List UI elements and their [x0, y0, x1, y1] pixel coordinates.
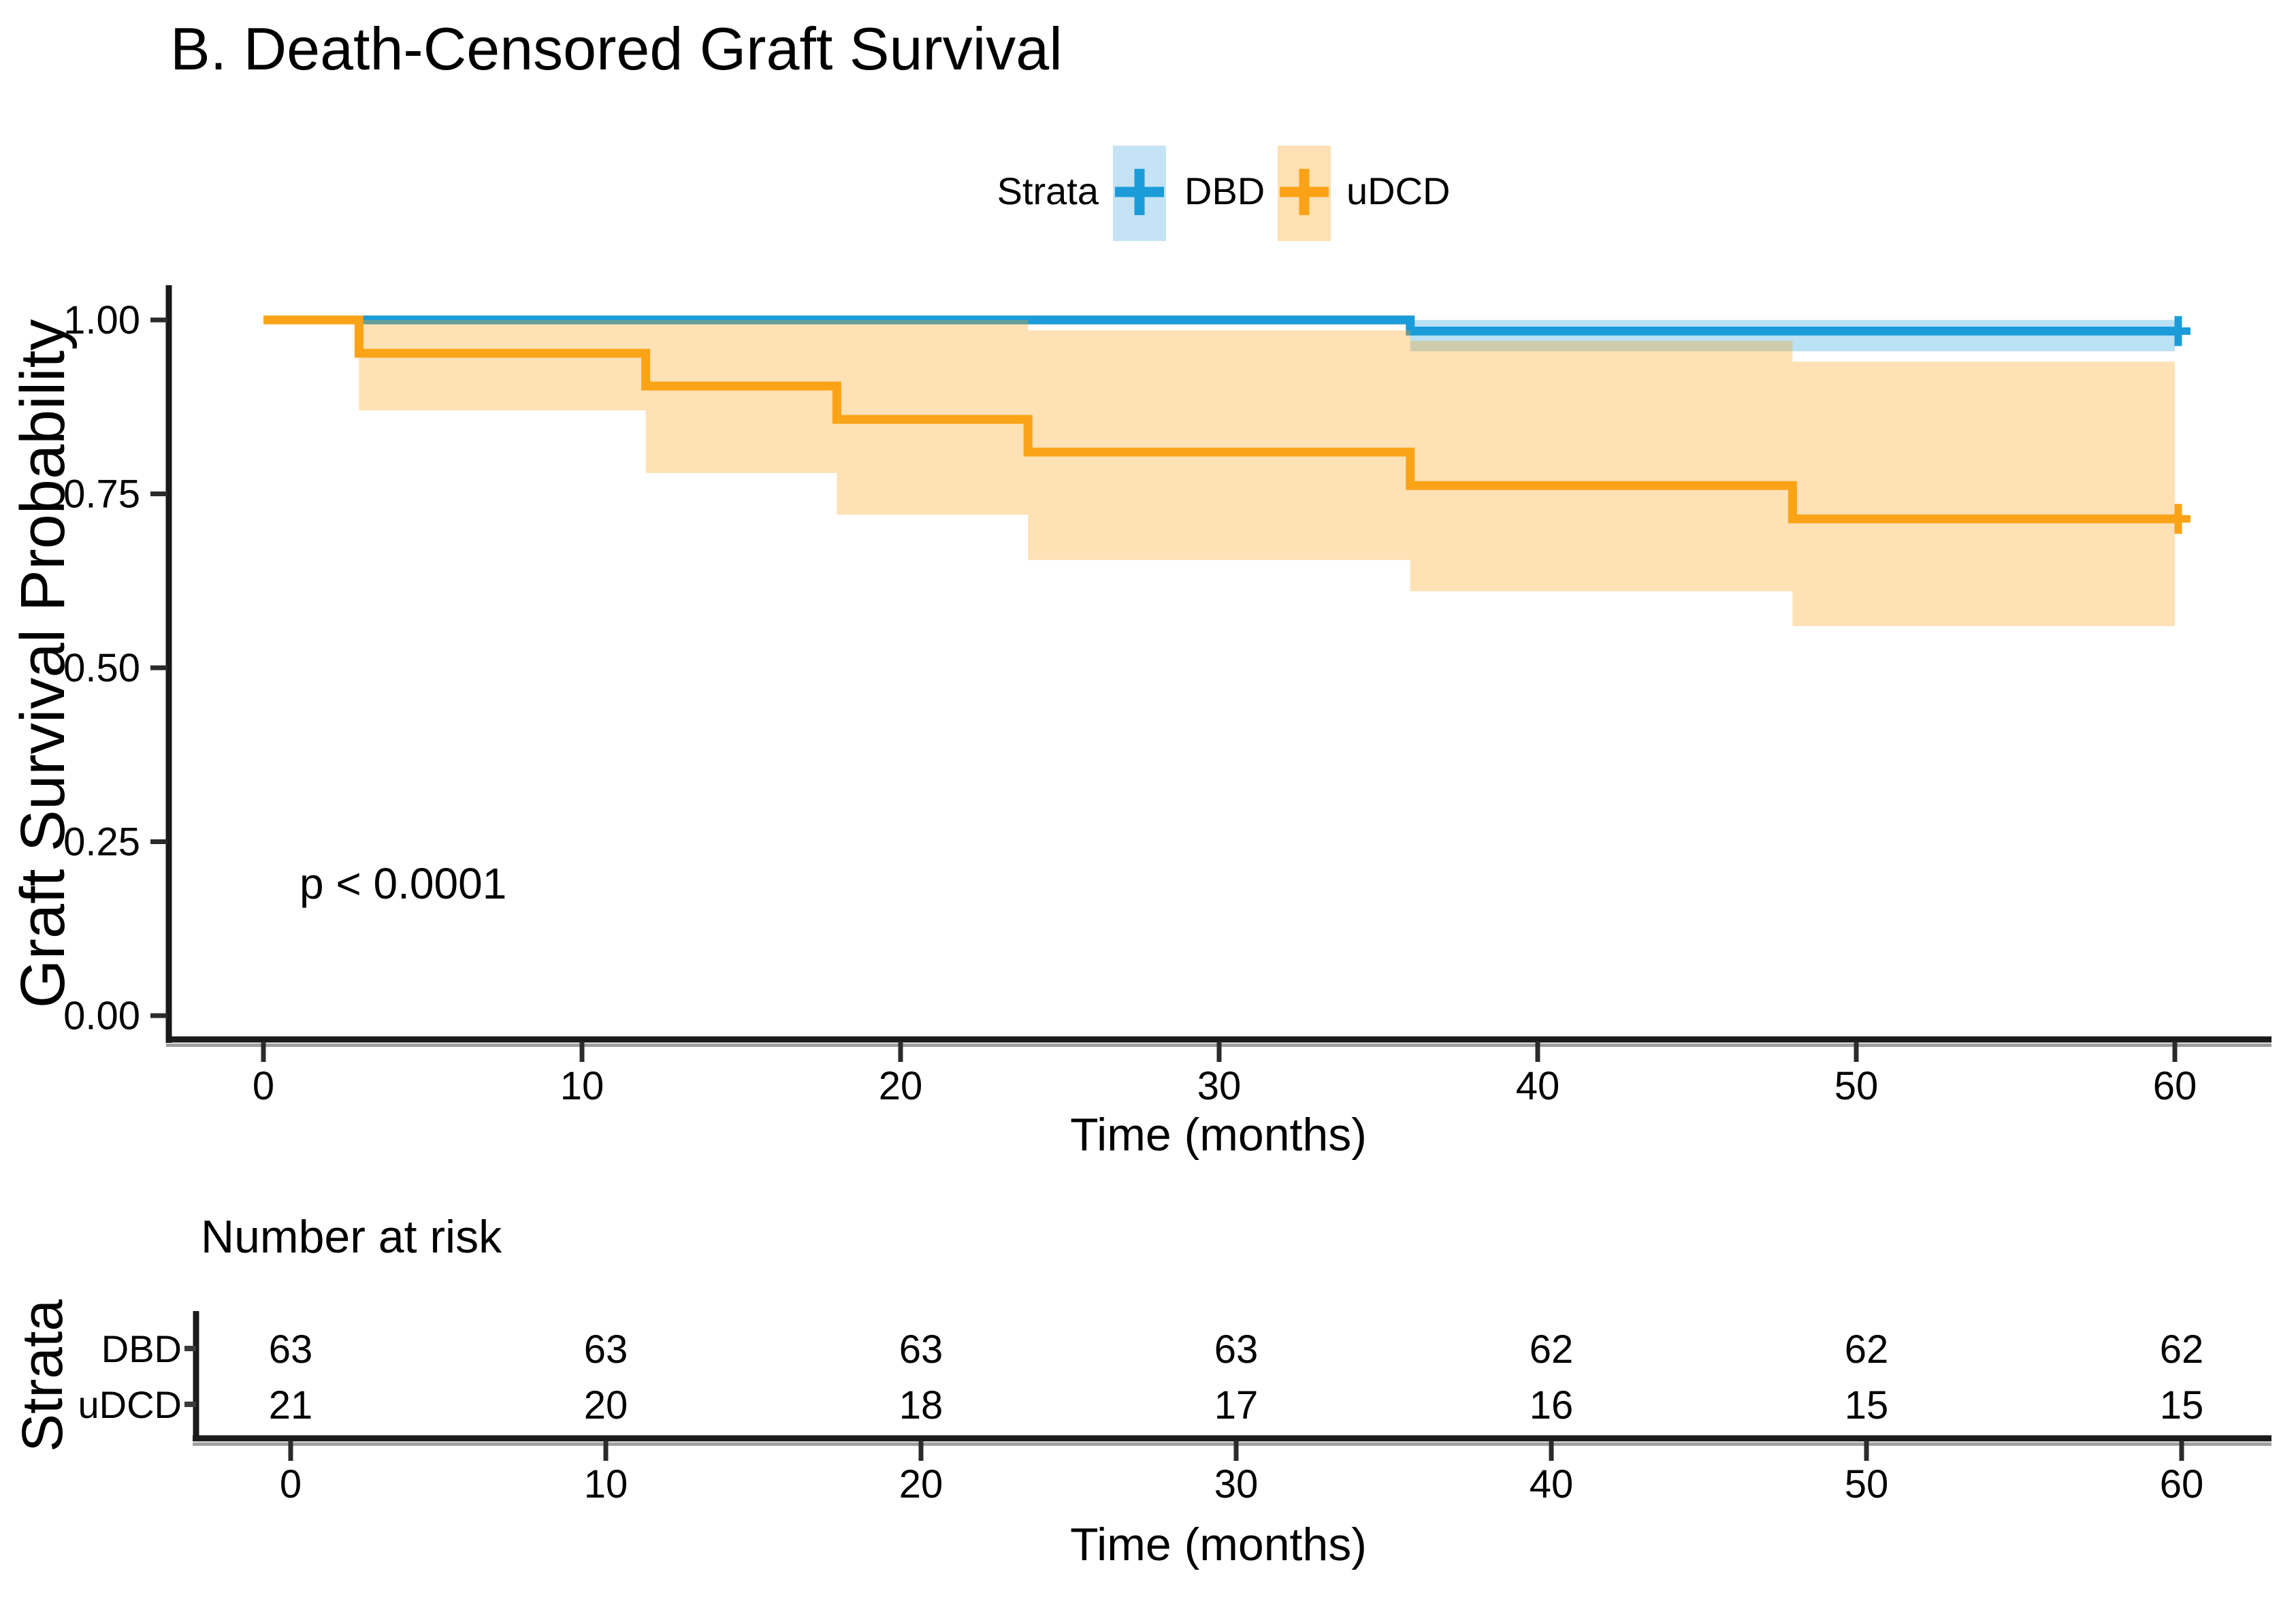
risk-count-dbd-t0: 63 — [269, 1327, 313, 1372]
risk-count-udcd-t50: 15 — [1845, 1383, 1889, 1427]
x-tick-label: 10 — [560, 1064, 604, 1108]
legend-plus-udcd-icon — [1280, 169, 1329, 215]
udcd-confidence-band — [1410, 340, 1793, 592]
risk-x-tick-label: 40 — [1530, 1462, 1574, 1506]
risk-count-udcd-t40: 16 — [1530, 1383, 1574, 1427]
risk-row-label-udcd: uDCD — [78, 1383, 182, 1426]
y-axis-title: Graft Survival Probability — [8, 319, 78, 1008]
risk-count-dbd-t10: 63 — [584, 1327, 628, 1372]
x-tick-label: 50 — [1834, 1064, 1879, 1108]
udcd-confidence-band — [359, 320, 646, 410]
legend: Strata DBD uDCD — [997, 146, 1450, 241]
x-tick-label: 60 — [2153, 1064, 2197, 1108]
udcd-survival-curve — [263, 315, 2175, 523]
survival-curves-layer — [263, 315, 2190, 626]
risk-count-udcd-t20: 18 — [899, 1383, 943, 1427]
y-tick-label: 0.50 — [63, 646, 140, 690]
risk-count-dbd-t50: 62 — [1845, 1327, 1889, 1372]
risk-table-axis-title: Strata — [10, 1299, 74, 1452]
figure-title: B. Death-Censored Graft Survival — [170, 15, 1063, 82]
x-tick-label: 20 — [879, 1064, 923, 1108]
x-tick-label: 40 — [1516, 1064, 1560, 1108]
legend-title: Strata — [997, 169, 1099, 212]
legend-label-dbd: DBD — [1184, 169, 1265, 212]
risk-x-tick-label: 60 — [2160, 1462, 2204, 1506]
risk-count-udcd-t30: 17 — [1214, 1383, 1259, 1427]
dbd-censor-mark — [2166, 316, 2190, 346]
risk-row-label-dbd: DBD — [101, 1327, 182, 1370]
dbd-confidence-band — [1410, 320, 2175, 351]
risk-count-dbd-t30: 63 — [1214, 1327, 1259, 1372]
risk-table-x-axis-title: Time (months) — [1070, 1519, 1367, 1570]
udcd-confidence-band — [1792, 361, 2175, 626]
udcd-confidence-band — [1028, 330, 1410, 560]
legend-plus-dbd-icon — [1115, 169, 1164, 215]
udcd-confidence-band — [645, 320, 837, 473]
x-tick-label: 30 — [1197, 1064, 1242, 1108]
risk-x-tick-label: 20 — [899, 1462, 943, 1506]
y-tick-label: 0.75 — [63, 472, 140, 517]
main-axes-layer: 1.00 0.75 0.50 0.25 0.00 0 10 20 30 40 50 60 — [63, 285, 2271, 1108]
udcd-censor-mark — [2166, 504, 2190, 534]
risk-table-layer: 0 10 20 30 40 50 60 DBD 63 63 63 63 62 62 62 uDCD 21 20 18… — [78, 1311, 2271, 1506]
dbd-survival-curve — [263, 315, 2175, 336]
x-tick-label: 0 — [253, 1064, 274, 1108]
y-tick-label: 0.25 — [63, 820, 140, 865]
y-tick-label: 1.00 — [63, 298, 140, 342]
risk-x-tick-label: 10 — [584, 1462, 628, 1506]
y-tick-label: 0.00 — [63, 994, 140, 1038]
risk-count-dbd-t40: 62 — [1530, 1327, 1574, 1372]
legend-label-udcd: uDCD — [1346, 169, 1450, 212]
risk-x-tick-label: 50 — [1845, 1462, 1889, 1506]
risk-table-title: Number at risk — [201, 1211, 502, 1263]
risk-x-tick-label: 30 — [1214, 1462, 1259, 1506]
risk-count-dbd-t60: 62 — [2160, 1327, 2204, 1372]
risk-count-udcd-t0: 21 — [269, 1383, 313, 1427]
risk-count-udcd-t60: 15 — [2160, 1383, 2204, 1427]
x-axis-title: Time (months) — [1070, 1109, 1367, 1161]
p-value-annotation: p < 0.0001 — [300, 859, 506, 908]
risk-count-dbd-t20: 63 — [899, 1327, 943, 1372]
risk-x-tick-label: 0 — [280, 1462, 302, 1506]
risk-count-udcd-t10: 20 — [584, 1383, 628, 1427]
